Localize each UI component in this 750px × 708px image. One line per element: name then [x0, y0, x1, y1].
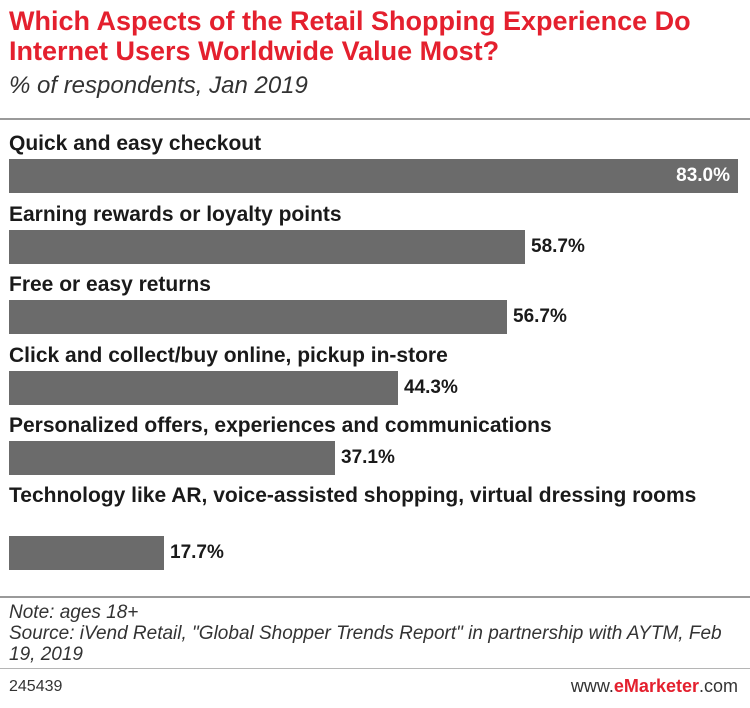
bar	[9, 300, 507, 334]
bar	[9, 159, 738, 193]
value-label: 17.7%	[170, 542, 224, 563]
brand-link[interactable]: www.eMarketer.com	[571, 676, 738, 697]
category-label: Personalized offers, experiences and com…	[9, 414, 552, 437]
bar	[9, 441, 335, 475]
value-label: 58.7%	[531, 236, 585, 257]
value-label: 56.7%	[513, 306, 567, 327]
chart-id: 245439	[9, 678, 63, 695]
source-text: Source: iVend Retail, "Global Shopper Tr…	[9, 623, 722, 665]
chart-note: Note: ages 18+ Source: iVend Retail, "Gl…	[9, 602, 739, 665]
brand-name: eMarketer	[613, 676, 699, 696]
brand-suffix: .com	[698, 676, 738, 696]
category-label: Click and collect/buy online, pickup in-…	[9, 344, 448, 367]
category-label: Quick and easy checkout	[9, 132, 262, 155]
brand-prefix: www.	[570, 676, 614, 696]
bar	[9, 230, 525, 264]
category-label: Technology like AR, voice-assisted shopp…	[9, 484, 697, 507]
chart-subtitle: % of respondents, Jan 2019	[9, 72, 308, 99]
category-label: Free or easy returns	[9, 273, 211, 296]
bottom-divider	[0, 596, 750, 598]
footer-divider	[0, 668, 750, 669]
top-divider	[0, 118, 750, 120]
chart-title: Which Aspects of the Retail Shopping Exp…	[9, 6, 691, 66]
category-label: Earning rewards or loyalty points	[9, 203, 342, 226]
bar	[9, 536, 164, 570]
value-label: 83.0%	[676, 165, 730, 186]
value-label: 37.1%	[341, 447, 395, 468]
value-label: 44.3%	[404, 377, 458, 398]
bar	[9, 371, 398, 405]
note-text: Note: ages 18+	[9, 602, 139, 623]
